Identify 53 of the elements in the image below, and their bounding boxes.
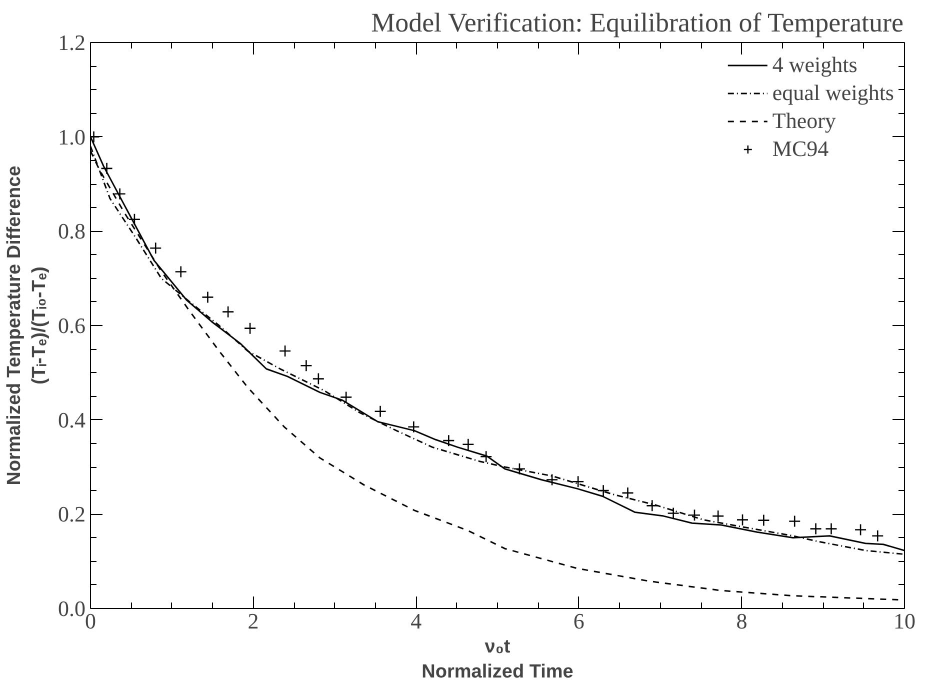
y-tick-label: 0.6 [58,313,86,338]
point [128,213,141,226]
point [622,486,634,500]
point [100,162,113,175]
y-tick-label: 1.2 [58,30,86,55]
point [712,510,724,522]
x-tick-label: 8 [736,608,748,634]
point [374,405,386,418]
chart-title: Model Verification: Equilibration of Temperature [371,8,904,38]
point [646,500,658,512]
x-tick-label: 4 [410,608,422,634]
point [788,515,801,528]
y-tick-label: 0.0 [58,596,86,621]
point [736,514,749,526]
legend-label: Theory [772,108,836,134]
point [597,484,610,497]
y-axis-title: Normalized Temperature Difference (Tᵢ-Tₑ)/(Tᵢ₀-Tₑ) [4,166,50,486]
point [300,359,312,372]
x-tick-label: 0 [85,608,96,634]
point [688,508,701,522]
point [244,322,256,334]
point [854,524,867,536]
y-tick-label: 0.4 [58,407,86,432]
point [340,391,352,404]
point [480,450,492,463]
x-tick-label: 2 [248,608,259,634]
point [114,188,126,200]
point [312,372,325,385]
point [408,420,420,434]
point [546,474,558,486]
point [278,344,292,358]
point [810,522,822,535]
point [149,242,162,254]
x-tick-label: 10 [894,608,916,634]
point [174,266,188,278]
y-tick-label: 0.2 [58,502,86,527]
legend-label: equal weights [772,80,894,106]
point [442,434,455,447]
y-tick-label: 1.0 [58,124,86,150]
y-tick-label: 0.8 [58,218,86,244]
x-axis-title: ν₀t Normalized Time [422,636,574,683]
point [667,507,680,520]
point [825,522,838,535]
point [871,530,884,542]
legend-label: MC94 [772,136,829,162]
point [462,438,474,451]
point [513,462,526,476]
point [758,514,770,526]
point [572,475,584,488]
legend-label: 4 weights [772,52,858,78]
point [222,306,234,318]
point [202,291,214,304]
x-tick-label: 6 [573,608,584,634]
